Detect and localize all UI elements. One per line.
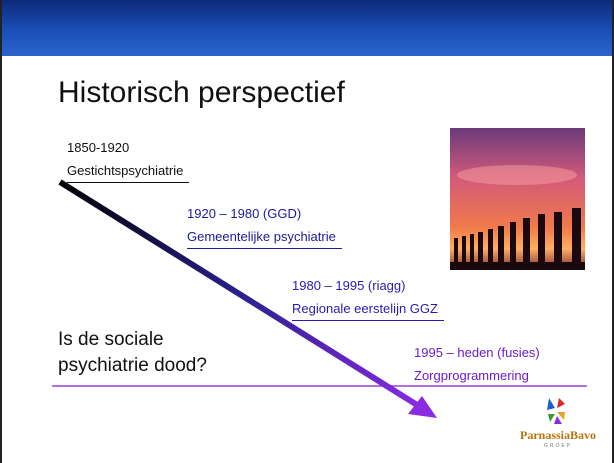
arrow-head: [408, 396, 437, 418]
logo-sub: GROEP: [543, 443, 573, 449]
label: Regionale eerstelijn GGZ: [292, 297, 444, 321]
logo: ParnassiaBavo GROEP: [512, 428, 604, 449]
photo: [450, 128, 585, 270]
period: 1980 – 1995 (riagg): [292, 278, 406, 293]
label: Gemeentelijke psychiatrie: [187, 225, 342, 249]
question: Is de sociale psychiatrie dood?: [58, 327, 207, 379]
timeline-item: 1995 – heden (fusies) Zorgprogrammering: [414, 341, 540, 387]
timeline-item: 1850-1920 Gestichtspsychiatrie: [67, 136, 190, 183]
label: Zorgprogrammering: [414, 368, 529, 383]
slide-title: Historisch perspectief: [58, 76, 345, 109]
question-line: Is de sociale: [58, 329, 164, 350]
timeline-item: 1920 – 1980 (GGD) Gemeentelijke psychiat…: [187, 202, 342, 249]
logo-name: ParnassiaBavo: [519, 428, 596, 442]
timeline-arrow: [58, 179, 424, 411]
timeline-item: 1980 – 1995 (riagg) Regionale eerstelijn…: [292, 274, 444, 321]
question-line: psychiatrie dood?: [58, 355, 207, 376]
period: 1850-1920: [67, 140, 130, 155]
period: 1995 – heden (fusies): [414, 345, 540, 360]
label: Gestichtspsychiatrie: [67, 159, 190, 183]
period: 1920 – 1980 (GGD): [187, 206, 302, 221]
header-band: [2, 0, 612, 56]
logo-icon: [547, 398, 565, 424]
